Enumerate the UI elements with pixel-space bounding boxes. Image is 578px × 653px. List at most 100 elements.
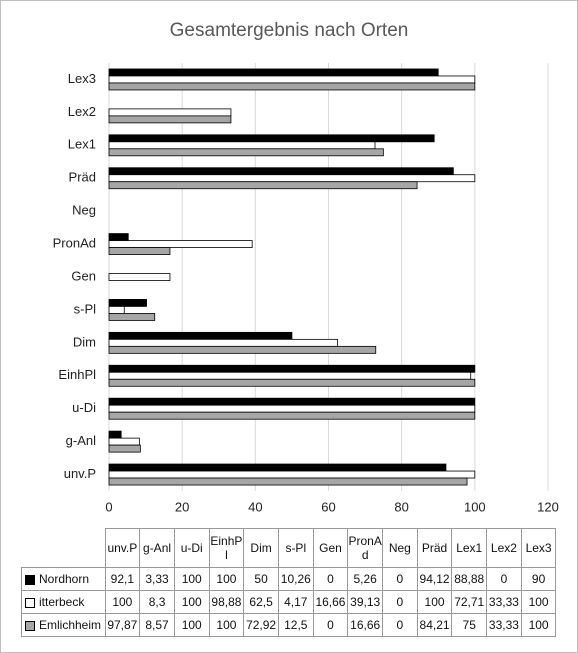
table-cell: 0 [382, 567, 418, 591]
table-cell: 94,12 [416, 567, 453, 591]
bar [108, 477, 468, 486]
table-cell: 33,33 [486, 590, 522, 614]
table-row: itterbeck 100 8,3 100 98,88 62,5 4,17 16,66 39,1… [21, 590, 557, 614]
bar [108, 82, 476, 91]
table-cell: 100 [416, 590, 453, 614]
legend-cell: Emlichheim [21, 613, 106, 637]
bar [108, 108, 232, 117]
bar [108, 167, 454, 176]
bar [108, 411, 476, 420]
bar [108, 397, 476, 406]
table-cell: 100 [520, 590, 557, 614]
bar [108, 115, 232, 124]
legend-key [25, 597, 35, 608]
x-tick-label: 20 [175, 499, 189, 514]
table-header: Dim [243, 528, 279, 568]
legend-label: Nordhorn [39, 572, 90, 586]
table-cell: 0 [382, 590, 418, 614]
table-header: u-Di [173, 528, 210, 568]
table-cell: 72,71 [451, 590, 488, 614]
table-cell: 33,33 [486, 613, 522, 637]
y-tick-label: PronAd [53, 236, 96, 251]
legend-cell: Nordhorn [21, 567, 106, 591]
bar [108, 247, 171, 255]
table-cell: 98,88 [208, 590, 245, 614]
table-header: Lex3 [520, 528, 557, 568]
table-cell: 0 [312, 567, 349, 591]
table-header: s-Pl [277, 528, 314, 568]
legend-key [25, 574, 35, 585]
table-header: unv.P [104, 528, 141, 568]
legend-label: Emlichheim [39, 618, 102, 632]
bar [108, 437, 140, 446]
table-cell: 88,88 [451, 567, 488, 591]
y-tick-label: unv.P [64, 466, 96, 481]
bar [108, 148, 384, 157]
table-header: PronAd [347, 528, 383, 568]
bar [108, 378, 476, 387]
table-cell: 50 [243, 567, 279, 591]
legend-cell: itterbeck [21, 590, 106, 614]
table-cell: 0 [486, 567, 522, 591]
table-header: Gen [312, 528, 349, 568]
x-tick-label: 120 [537, 499, 559, 514]
bar [108, 174, 476, 183]
bar [108, 345, 377, 354]
table-cell: 16,66 [347, 613, 383, 637]
y-tick-label: u-Di [72, 400, 96, 415]
y-tick-label: Gen [71, 268, 96, 283]
y-tick-label: Neg [72, 203, 96, 218]
table-cell: 12,5 [277, 613, 314, 637]
table-header: Lex1 [451, 528, 488, 568]
bar [108, 371, 472, 380]
bar [108, 338, 339, 347]
y-tick-label: Dim [73, 334, 96, 349]
bar [108, 430, 122, 439]
x-tick-label: 40 [248, 499, 262, 514]
y-tick-label: g-Anl [66, 433, 96, 448]
table-cell: 100 [520, 613, 557, 637]
bar [108, 404, 476, 413]
x-tick-label: 80 [394, 499, 408, 514]
table-cell: 8,3 [139, 590, 175, 614]
table-cell: 100 [173, 613, 210, 637]
bar [108, 134, 435, 143]
table-cell: 100 [173, 567, 210, 591]
bar [108, 141, 376, 150]
table-header: Präd [416, 528, 453, 568]
y-tick-label: EinhPl [58, 367, 96, 382]
bar [108, 273, 171, 281]
table-header: Neg [382, 528, 418, 568]
table-header-row: unv.P g-Anl u-Di EinhPl Dim s-Pl Gen PronAd Neg P… [22, 528, 557, 568]
legend-label: itterbeck [39, 595, 85, 609]
table-cell: 0 [312, 613, 349, 637]
bar [108, 181, 418, 190]
bar [108, 68, 439, 77]
table-header: EinhPl [208, 528, 245, 568]
table-cell: 90 [520, 567, 557, 591]
bar [108, 240, 253, 248]
bar [108, 75, 476, 84]
table-cell: 100 [173, 590, 210, 614]
table-cell: 8,57 [139, 613, 175, 637]
table-cell: 39,13 [347, 590, 383, 614]
table-cell: 5,26 [347, 567, 383, 591]
table-cell: 92,1 [104, 567, 141, 591]
bar [108, 299, 147, 307]
table-cell: 62,5 [243, 590, 279, 614]
x-tick-label: 100 [464, 499, 486, 514]
chart-title: Gesamtergebnis nach Orten [170, 20, 409, 41]
y-tick-label: Lex2 [68, 104, 96, 119]
table-row: Nordhorn 92,1 3,33 100 100 50 10,26 0 5,26 0 94,12… [21, 567, 557, 591]
table-cell: 100 [208, 567, 245, 591]
bar [108, 313, 156, 321]
bar [108, 306, 125, 314]
table-header: g-Anl [139, 528, 175, 568]
y-tick-label: Lex3 [68, 71, 96, 86]
table-cell: 100 [104, 590, 141, 614]
table-cell: 75 [451, 613, 488, 637]
table-cell: 97,87 [104, 613, 141, 637]
table-cell: 10,26 [277, 567, 314, 591]
x-tick-label: 0 [105, 499, 112, 514]
